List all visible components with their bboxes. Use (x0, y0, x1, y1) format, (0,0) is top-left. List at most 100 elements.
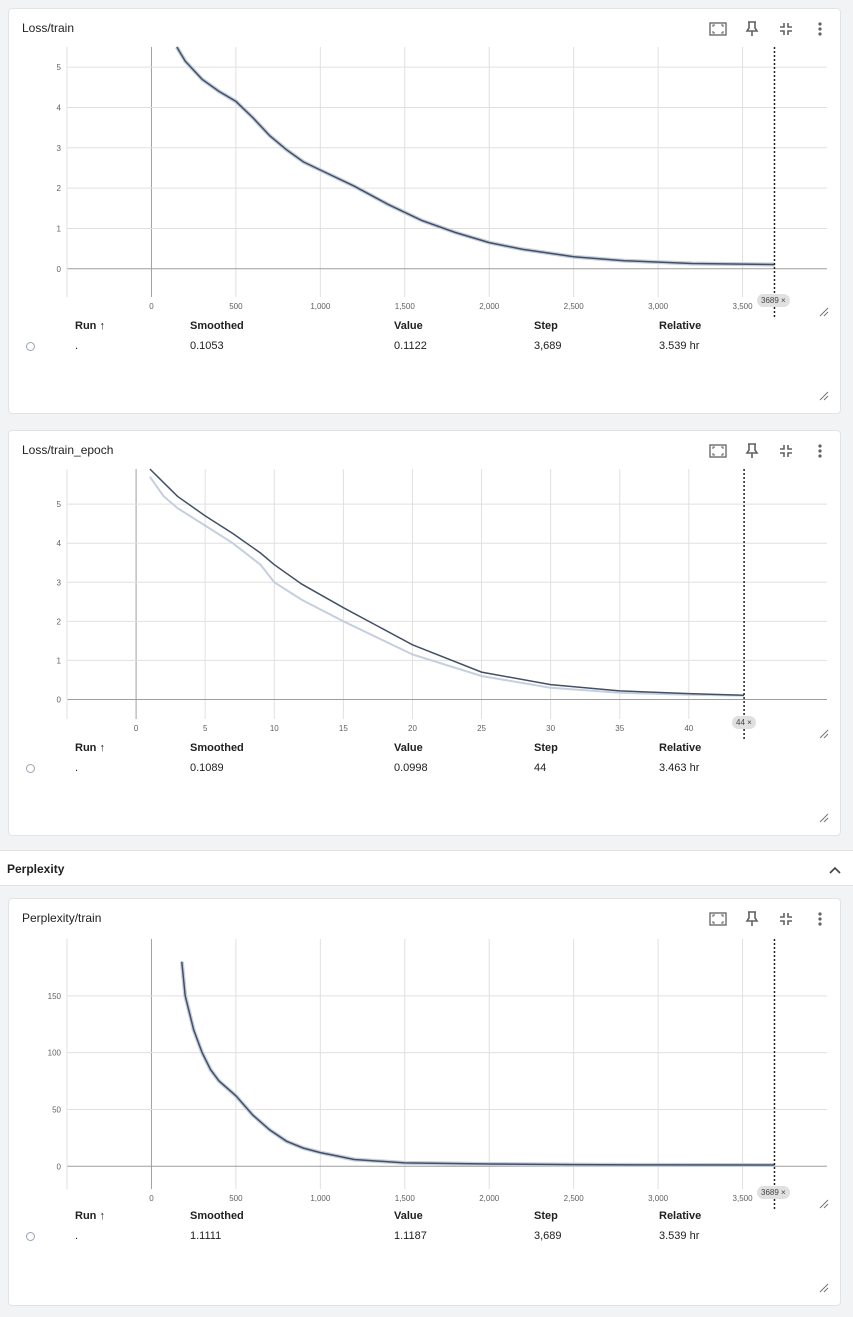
fit-to-data-icon[interactable] (708, 909, 728, 929)
col-value: Value (394, 1210, 423, 1222)
more-vert-icon[interactable] (810, 909, 830, 929)
col-value: Value (394, 742, 423, 754)
card-title: Loss/train_epoch (22, 443, 114, 457)
col-run[interactable]: Run ↑ (75, 742, 105, 754)
y-tick-label: 1 (57, 656, 62, 665)
y-tick-label: 0 (57, 265, 62, 274)
card-resize-handle[interactable] (819, 391, 829, 401)
run-color-dot (26, 342, 35, 351)
run-color-dot (26, 764, 35, 773)
cursor-step-badge[interactable]: 3689 × (757, 294, 790, 307)
more-vert-icon[interactable] (810, 19, 830, 39)
col-smoothed: Smoothed (190, 320, 244, 332)
y-tick-label: 5 (57, 500, 62, 509)
pin-icon[interactable] (742, 441, 762, 461)
col-run[interactable]: Run ↑ (75, 1210, 105, 1222)
x-tick-label: 0 (134, 724, 139, 733)
col-smoothed: Smoothed (190, 1210, 244, 1222)
collapse-icon[interactable] (776, 441, 796, 461)
x-tick-label: 2,000 (479, 1194, 500, 1203)
fit-to-data-icon[interactable] (708, 441, 728, 461)
section-title: Perplexity (7, 862, 65, 876)
col-smoothed: Smoothed (190, 742, 244, 754)
x-tick-label: 3,000 (648, 302, 669, 311)
cell-step: 3,689 (534, 340, 562, 352)
chart-resize-handle[interactable] (819, 307, 829, 317)
col-run[interactable]: Run ↑ (75, 320, 105, 332)
y-tick-label: 4 (57, 103, 62, 112)
pin-icon[interactable] (742, 19, 762, 39)
smoothed-series-line (176, 46, 775, 266)
cell-value: 0.0998 (394, 762, 428, 774)
card-title: Loss/train (22, 21, 75, 35)
card-title: Perplexity/train (22, 911, 102, 925)
x-tick-label: 35 (615, 724, 624, 733)
chart-card-loss-train-epoch: Loss/train_epoch 0 5 10 15 20 25 30 35 40 0 1 2 3 4 5 … (8, 430, 841, 836)
y-tick-label: 0 (57, 1162, 62, 1171)
x-tick-label: 1,500 (395, 1194, 416, 1203)
x-tick-label: 3,000 (648, 1194, 669, 1203)
y-tick-label: 5 (57, 63, 62, 72)
x-tick-label: 1,000 (310, 1194, 331, 1203)
smoothed-series-line (181, 961, 775, 1166)
chart-card-loss-train: Loss/train 0 500 1,000 1,500 2,000 2,500 3,000… (8, 8, 841, 414)
raw-series-band (179, 961, 775, 1167)
table-row: . 0.1089 0.0998 44 3.463 hr (9, 762, 842, 778)
x-tick-label: 0 (149, 302, 154, 311)
chart-loss-train[interactable]: 0 500 1,000 1,500 2,000 2,500 3,000 3,500 0 1 2 3 4 5 (9, 45, 842, 317)
collapse-icon[interactable] (776, 19, 796, 39)
chart-perplexity-train[interactable]: 0 500 1,000 1,500 2,000 2,500 3,000 3,500 0 50 100… (9, 939, 842, 1209)
y-tick-label: 100 (48, 1049, 62, 1058)
cell-smoothed: 1.1111 (190, 1230, 222, 1242)
chart-resize-handle[interactable] (819, 729, 829, 739)
col-value: Value (394, 320, 423, 332)
cell-relative: 3.539 hr (659, 340, 700, 352)
y-tick-label: 0 (57, 695, 62, 704)
x-tick-label: 30 (546, 724, 555, 733)
y-tick-label: 4 (57, 539, 62, 548)
col-relative: Relative (659, 320, 702, 332)
cell-step: 44 (534, 762, 547, 774)
chart-card-perplexity-train: Perplexity/train 0 500 1,000 1,500 2,000 2,50… (8, 898, 841, 1306)
cell-relative: 3.539 hr (659, 1230, 700, 1242)
fit-to-data-icon[interactable] (708, 19, 728, 39)
x-tick-label: 15 (339, 724, 348, 733)
x-tick-label: 25 (477, 724, 486, 733)
table-row: . 0.1053 0.1122 3,689 3.539 hr (9, 340, 842, 356)
y-tick-label: 2 (57, 184, 62, 193)
smoothed-series-line (149, 468, 745, 696)
pin-icon[interactable] (742, 909, 762, 929)
y-tick-label: 50 (52, 1105, 61, 1114)
cursor-step-badge[interactable]: 3689 × (757, 1186, 790, 1199)
x-tick-label: 5 (203, 724, 208, 733)
cursor-step-badge[interactable]: 44 × (732, 716, 756, 729)
y-tick-label: 1 (57, 224, 62, 233)
cell-value: 1.1187 (394, 1230, 427, 1242)
x-tick-label: 1,000 (310, 302, 331, 311)
col-relative: Relative (659, 742, 702, 754)
x-tick-label: 3,500 (733, 1194, 754, 1203)
chevron-up-icon[interactable] (829, 861, 841, 879)
x-tick-label: 2,500 (564, 302, 585, 311)
x-tick-label: 0 (149, 1194, 154, 1203)
cell-value: 0.1122 (394, 340, 427, 352)
card-resize-handle[interactable] (819, 1283, 829, 1293)
card-resize-handle[interactable] (819, 813, 829, 823)
table-header: Run ↑ Smoothed Value Step Relative (9, 1210, 842, 1226)
chart-resize-handle[interactable] (819, 1199, 829, 1209)
cell-smoothed: 0.1089 (190, 762, 224, 774)
x-tick-label: 20 (408, 724, 417, 733)
table-header: Run ↑ Smoothed Value Step Relative (9, 320, 842, 336)
collapse-icon[interactable] (776, 909, 796, 929)
cell-run: . (75, 762, 79, 774)
cell-smoothed: 0.1053 (190, 340, 224, 352)
more-vert-icon[interactable] (810, 441, 830, 461)
section-header-perplexity[interactable]: Perplexity (0, 850, 853, 886)
run-color-dot (26, 1232, 35, 1241)
cell-relative: 3.463 hr (659, 762, 700, 774)
raw-series-band (175, 45, 775, 267)
chart-loss-train-epoch[interactable]: 0 5 10 15 20 25 30 35 40 0 1 2 3 4 5 (9, 468, 842, 739)
col-step: Step (534, 1210, 558, 1222)
col-relative: Relative (659, 1210, 702, 1222)
x-tick-label: 500 (229, 302, 243, 311)
